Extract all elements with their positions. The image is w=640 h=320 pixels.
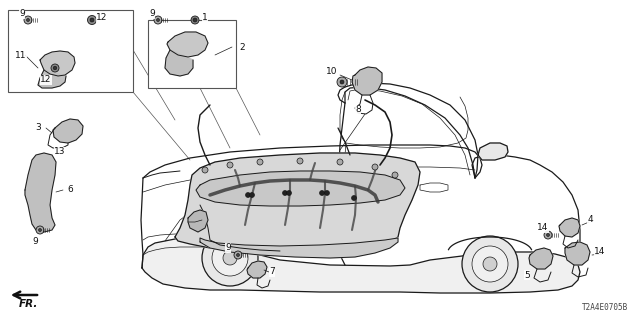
Polygon shape [25,153,56,232]
Circle shape [544,231,552,239]
Circle shape [282,190,287,196]
Text: 10: 10 [326,68,338,76]
Polygon shape [478,143,508,160]
Circle shape [26,19,29,21]
Text: 1: 1 [202,13,208,22]
Circle shape [340,80,344,84]
Text: 2: 2 [239,43,245,52]
Text: 9: 9 [149,10,155,19]
Circle shape [372,164,378,170]
Circle shape [234,251,242,259]
Polygon shape [38,70,66,88]
Circle shape [212,240,248,276]
Circle shape [483,257,497,271]
Text: 14: 14 [538,223,548,233]
Circle shape [287,190,291,196]
Circle shape [90,18,94,22]
Polygon shape [247,261,267,278]
Circle shape [157,19,159,21]
Circle shape [257,159,263,165]
Circle shape [462,236,518,292]
Circle shape [88,15,97,25]
Text: FR.: FR. [19,299,38,309]
FancyBboxPatch shape [8,10,133,92]
Polygon shape [53,119,83,143]
Circle shape [351,196,356,201]
Circle shape [472,246,508,282]
Text: 9: 9 [225,244,231,252]
FancyBboxPatch shape [148,20,236,88]
Circle shape [237,253,239,257]
Text: 5: 5 [524,270,530,279]
Polygon shape [167,32,208,57]
Circle shape [319,190,324,196]
Circle shape [392,172,398,178]
Text: 12: 12 [40,76,52,84]
Circle shape [191,16,199,24]
Circle shape [53,66,57,70]
Circle shape [547,234,550,236]
Polygon shape [188,210,208,232]
Polygon shape [196,171,405,206]
Text: 8: 8 [355,106,361,115]
Circle shape [24,16,32,24]
Circle shape [193,18,197,22]
Text: T2A4E0705B: T2A4E0705B [582,303,628,312]
Circle shape [250,193,255,197]
Polygon shape [352,67,382,95]
Text: 11: 11 [15,51,26,60]
Text: 14: 14 [595,247,605,257]
Polygon shape [529,248,553,269]
Circle shape [154,16,162,24]
Circle shape [223,251,237,265]
Polygon shape [200,238,398,258]
Polygon shape [175,153,420,253]
Text: 3: 3 [35,124,41,132]
Circle shape [38,228,42,231]
Circle shape [36,226,44,234]
Circle shape [227,162,233,168]
Text: 9: 9 [32,237,38,246]
Polygon shape [559,218,580,237]
Polygon shape [40,51,75,76]
Circle shape [51,64,59,72]
Text: 7: 7 [269,268,275,276]
Text: 12: 12 [96,13,108,22]
Text: 4: 4 [587,215,593,225]
Text: 6: 6 [67,186,73,195]
Circle shape [246,193,250,197]
Circle shape [337,77,347,87]
Text: 13: 13 [54,148,66,156]
Text: 9: 9 [19,10,25,19]
Circle shape [337,159,343,165]
Circle shape [202,167,208,173]
Circle shape [297,158,303,164]
Polygon shape [565,242,590,265]
Circle shape [324,190,330,196]
Circle shape [202,230,258,286]
Polygon shape [165,50,193,76]
Polygon shape [142,237,580,293]
